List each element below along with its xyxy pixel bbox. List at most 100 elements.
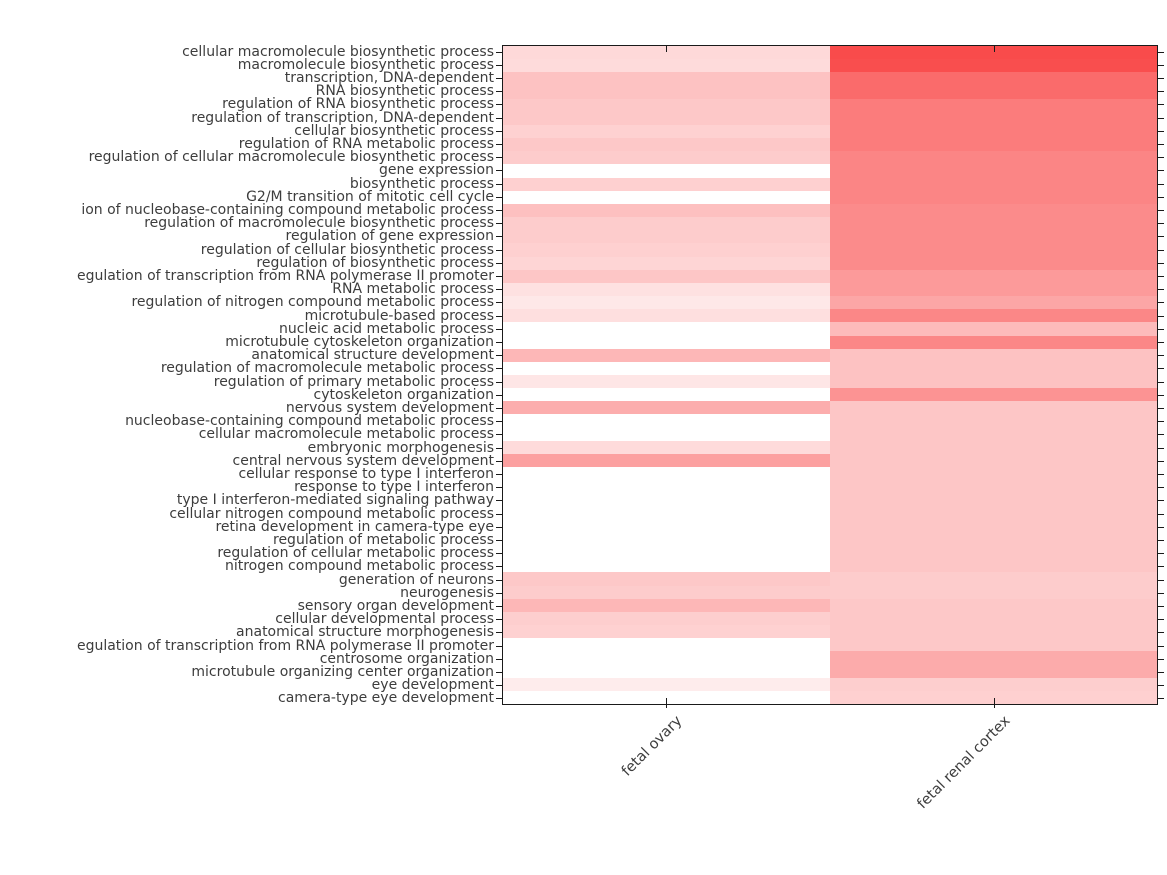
heatmap-cell bbox=[830, 572, 1157, 586]
heatmap-cell bbox=[830, 546, 1157, 560]
y-tick-mark bbox=[496, 210, 502, 211]
heatmap-cell bbox=[503, 690, 830, 704]
heatmap-cell bbox=[830, 532, 1157, 547]
heatmap-cell bbox=[830, 217, 1157, 231]
heatmap-cell bbox=[830, 177, 1157, 191]
heatmap-cell bbox=[830, 388, 1157, 402]
y-tick-mark bbox=[496, 448, 502, 449]
y-tick-mark bbox=[1158, 263, 1164, 264]
y-tick-mark bbox=[1158, 698, 1164, 699]
y-tick-label: anatomical structure development bbox=[251, 347, 494, 364]
y-tick-label: sensory organ development bbox=[297, 598, 494, 614]
y-tick-mark bbox=[496, 527, 502, 528]
y-tick-mark bbox=[1158, 527, 1164, 528]
y-tick-mark bbox=[496, 685, 502, 686]
y-tick-label: regulation of cellular biosynthetic proc… bbox=[200, 241, 494, 258]
y-tick-label: retina development in camera-type eye bbox=[215, 518, 494, 535]
y-tick-label: gene expression bbox=[379, 162, 494, 179]
y-tick-mark bbox=[1158, 329, 1164, 330]
heatmap-cell bbox=[830, 230, 1157, 244]
heatmap-cell bbox=[503, 203, 830, 218]
heatmap-cell bbox=[830, 401, 1157, 415]
y-tick-label: macromolecule biosynthetic process bbox=[237, 56, 494, 73]
heatmap-cell bbox=[830, 690, 1157, 704]
heatmap-cell bbox=[503, 177, 830, 191]
y-tick-label: generation of neurons bbox=[338, 571, 494, 588]
y-tick-label: anatomical structure morphogenesis bbox=[236, 624, 494, 641]
heatmap-cell bbox=[830, 598, 1157, 612]
y-tick-label: regulation of macromolecule biosynthetic… bbox=[144, 215, 494, 232]
y-tick-mark bbox=[1158, 646, 1164, 647]
y-tick-mark bbox=[496, 250, 502, 251]
heatmap-cell bbox=[503, 59, 830, 73]
y-tick-mark bbox=[496, 593, 502, 594]
y-tick-label: cellular macromolecule metabolic process bbox=[198, 426, 494, 443]
y-tick-label: neurogenesis bbox=[400, 584, 494, 601]
heatmap-cell bbox=[830, 638, 1157, 652]
y-tick-mark bbox=[496, 197, 502, 198]
y-tick-label: egulation of transcription from RNA poly… bbox=[76, 268, 494, 284]
y-tick-mark bbox=[1158, 302, 1164, 303]
y-tick-mark bbox=[496, 408, 502, 409]
heatmap-cell bbox=[830, 269, 1157, 283]
heatmap-cell bbox=[503, 427, 830, 441]
heatmap-cell bbox=[830, 335, 1157, 349]
heatmap-cell bbox=[830, 59, 1157, 73]
y-tick-mark bbox=[496, 487, 502, 488]
x-tick-mark bbox=[994, 698, 995, 708]
heatmap-cell bbox=[830, 519, 1157, 533]
y-tick-mark bbox=[496, 118, 502, 119]
y-tick-label: microtubule cytoskeleton organization bbox=[225, 334, 494, 350]
y-tick-label: regulation of RNA metabolic process bbox=[238, 136, 494, 152]
y-tick-label: cellular nitrogen compound metabolic pro… bbox=[169, 505, 494, 522]
y-tick-mark bbox=[496, 646, 502, 647]
y-tick-mark bbox=[496, 566, 502, 567]
y-tick-mark bbox=[496, 355, 502, 356]
heatmap-cell bbox=[830, 625, 1157, 639]
heatmap-cell bbox=[830, 124, 1157, 139]
heatmap-cell bbox=[503, 388, 830, 402]
heatmap-cell bbox=[830, 98, 1157, 112]
heatmap-cell bbox=[830, 203, 1157, 218]
y-tick-mark bbox=[1158, 118, 1164, 119]
y-tick-mark bbox=[1158, 157, 1164, 158]
heatmap-cell bbox=[830, 611, 1157, 626]
heatmap-cell bbox=[830, 374, 1157, 389]
y-tick-mark bbox=[1158, 500, 1164, 501]
y-tick-mark bbox=[496, 184, 502, 185]
heatmap-cell bbox=[830, 85, 1157, 99]
y-tick-label: regulation of RNA biosynthetic process bbox=[222, 96, 494, 113]
heatmap-cell bbox=[830, 72, 1157, 86]
heatmap-cell bbox=[830, 190, 1157, 204]
y-tick-mark bbox=[496, 474, 502, 475]
heatmap-cell bbox=[830, 480, 1157, 494]
heatmap-cell bbox=[830, 243, 1157, 257]
y-tick-mark bbox=[496, 606, 502, 607]
heatmap-cell bbox=[503, 532, 830, 547]
heatmap-cell bbox=[503, 98, 830, 112]
y-tick-mark bbox=[496, 553, 502, 554]
heatmap-cell bbox=[503, 467, 830, 481]
y-tick-mark bbox=[1158, 487, 1164, 488]
y-tick-mark bbox=[496, 580, 502, 581]
heatmap-cell bbox=[830, 506, 1157, 520]
y-tick-mark bbox=[496, 104, 502, 105]
heatmap-cell bbox=[503, 309, 830, 323]
y-tick-mark bbox=[1158, 236, 1164, 237]
y-tick-mark bbox=[1158, 461, 1164, 462]
heatmap-cell bbox=[830, 651, 1157, 665]
x-tick-label: fetal ovary bbox=[618, 713, 686, 780]
y-tick-mark bbox=[1158, 619, 1164, 620]
y-tick-label: microtubule-based process bbox=[304, 307, 494, 324]
y-tick-mark bbox=[496, 698, 502, 699]
heatmap-cell bbox=[830, 164, 1157, 178]
heatmap-cell bbox=[503, 480, 830, 494]
heatmap-cell bbox=[503, 638, 830, 652]
heatmap-cell bbox=[503, 190, 830, 204]
heatmap-cell bbox=[503, 322, 830, 336]
heatmap-cell bbox=[503, 414, 830, 428]
y-tick-label: type I interferon-mediated signaling pat… bbox=[176, 492, 494, 509]
y-tick-label: regulation of transcription, DNA-depende… bbox=[191, 109, 494, 126]
y-tick-label: microtubule organizing center organizati… bbox=[191, 664, 494, 680]
